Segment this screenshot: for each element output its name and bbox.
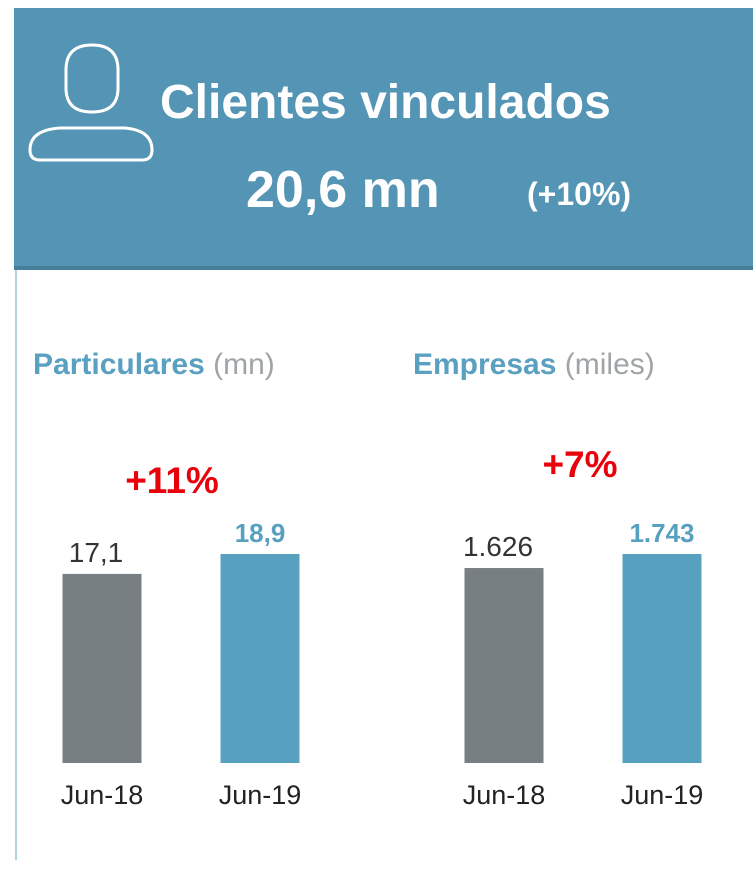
x-tick-label: Jun-18 bbox=[463, 780, 546, 810]
change-annotation: +11% bbox=[125, 460, 219, 501]
chart-title: Particulares (mn) bbox=[33, 348, 275, 381]
header-title: Clientes vinculados bbox=[160, 76, 611, 129]
x-tick-label: Jun-18 bbox=[61, 780, 144, 810]
bar bbox=[464, 568, 544, 763]
x-tick-label: Jun-19 bbox=[219, 780, 302, 810]
person-icon bbox=[28, 43, 154, 162]
change-annotation: +7% bbox=[542, 444, 617, 485]
bar bbox=[220, 554, 300, 763]
header-shadow bbox=[14, 266, 753, 270]
chart-title-name: Empresas bbox=[413, 348, 556, 381]
x-tick-label: Jun-19 bbox=[621, 780, 704, 810]
header-change: (+10%) bbox=[527, 176, 631, 212]
chart-unit: (mn) bbox=[213, 348, 275, 381]
header-value: 20,6 mn bbox=[246, 161, 440, 219]
chart-title-space bbox=[556, 348, 564, 381]
value-label: 1.626 bbox=[463, 531, 533, 562]
value-label: 17,1 bbox=[69, 537, 124, 568]
header-band bbox=[14, 8, 753, 268]
chart-unit: (miles) bbox=[565, 348, 655, 381]
chart-title-space bbox=[205, 348, 213, 381]
chart-title: Empresas (miles) bbox=[413, 348, 655, 381]
value-label: 18,9 bbox=[235, 518, 286, 548]
value-label: 1.743 bbox=[629, 518, 694, 548]
chart-title-name: Particulares bbox=[33, 348, 205, 381]
bar bbox=[622, 554, 702, 763]
bar bbox=[62, 573, 142, 763]
